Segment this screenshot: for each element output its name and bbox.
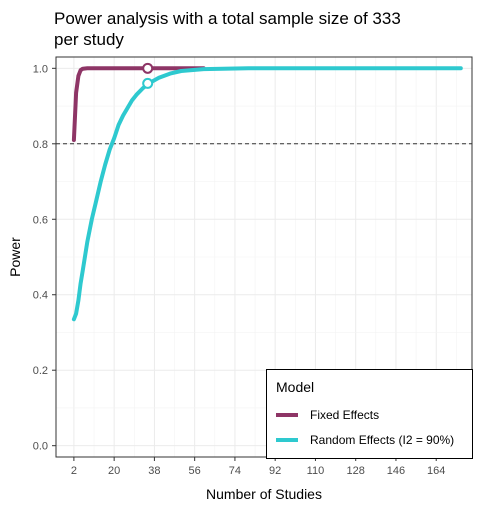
y-tick-label: 0.2 [33,365,48,377]
x-tick-label: 110 [307,465,325,477]
x-tick-label: 74 [229,465,241,477]
y-tick-label: 0.8 [33,139,48,151]
x-tick-label: 146 [387,465,405,477]
legend: Model Fixed Effects Random Effects (I2 =… [266,369,473,459]
x-axis-title: Number of Studies [206,486,322,502]
legend-title: Model [276,379,315,395]
x-tick-label: 38 [148,465,160,477]
series-line-fixed-effects [71,66,206,142]
y-tick-label: 0.0 [33,441,48,453]
x-tick-label: 2 [71,465,77,477]
legend-item-random-effects: Random Effects (I2 = 90%) [276,433,454,447]
y-tick-label: 0.6 [33,214,48,226]
legend-item-fixed-effects: Fixed Effects [276,408,379,422]
plot-panel-border [55,56,473,458]
marker-random-effects [142,77,154,89]
legend-key-random-effects [276,438,298,442]
y-tick-label: 0.4 [33,290,48,302]
legend-key-fixed-effects [276,413,298,417]
legend-label-fixed-effects: Fixed Effects [310,408,380,422]
x-tick-label: 92 [269,465,281,477]
chart-title: Power analysis with a total sample size … [54,9,401,49]
marker-fixed-effects [142,62,154,74]
x-tick-label: 128 [347,465,365,477]
y-axis-title: Power [7,237,23,277]
legend-label-random-effects: Random Effects (I2 = 90%) [310,433,455,447]
x-tick-label: 164 [427,465,445,477]
y-tick-label: 1.0 [33,63,48,75]
x-tick-label: 56 [189,465,201,477]
x-tick-label: 20 [108,465,120,477]
series-line-random-effects [71,66,463,322]
